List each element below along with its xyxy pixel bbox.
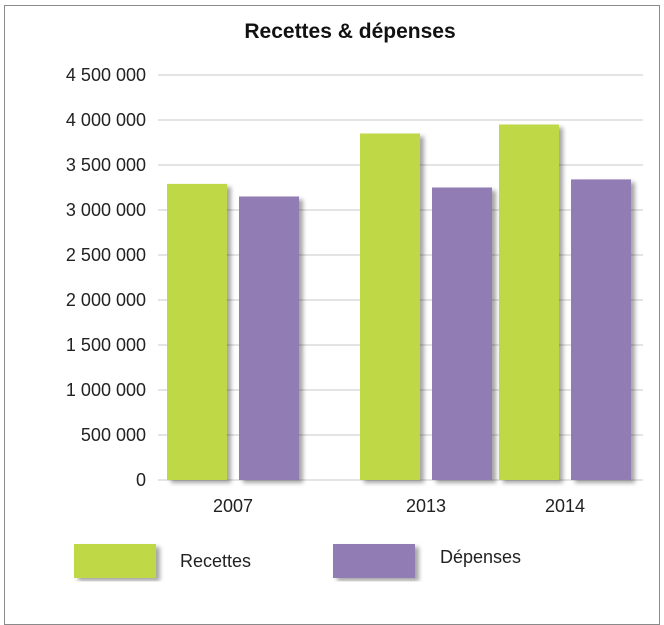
bar-dépenses-2013	[432, 187, 492, 480]
bar-recettes-2007	[167, 183, 227, 480]
y-tick-label: 0	[136, 470, 146, 490]
bar-recettes-2013	[360, 133, 420, 480]
y-tick-label: 3 500 000	[66, 155, 146, 175]
bar-dépenses-2014	[571, 179, 631, 480]
legend-swatch-0	[74, 544, 156, 578]
legend-swatch-1	[333, 544, 415, 578]
y-tick-label: 1 500 000	[66, 335, 146, 355]
bar-dépenses-2007	[239, 196, 299, 480]
y-axis-ticks: 0 500 000 1 000 000 1 500 000 2 000 000 2 500…	[66, 65, 146, 490]
y-tick-label: 4 000 000	[66, 110, 146, 130]
chart-title: Recettes & dépenses	[244, 20, 455, 43]
y-tick-label: 1 000 000	[66, 380, 146, 400]
x-tick-label: 2014	[545, 496, 585, 516]
x-tick-label: 2007	[213, 496, 253, 516]
legend-label: Dépenses	[440, 547, 521, 567]
y-tick-label: 2 500 000	[66, 245, 146, 265]
y-tick-label: 4 500 000	[66, 65, 146, 85]
y-tick-label: 500 000	[81, 425, 146, 445]
grid-lines	[158, 74, 643, 481]
bars	[167, 124, 631, 480]
bar-recettes-2014	[499, 124, 559, 480]
bar-chart: Recettes & dépenses 0 500 000 1 000 000 1 5…	[66, 20, 643, 578]
y-tick-label: 2 000 000	[66, 290, 146, 310]
x-axis-ticks: 2007 2013 2014	[213, 496, 585, 516]
legend: Recettes Dépenses	[74, 544, 521, 578]
x-tick-label: 2013	[406, 496, 446, 516]
y-tick-label: 3 000 000	[66, 200, 146, 220]
legend-label: Recettes	[180, 551, 251, 571]
